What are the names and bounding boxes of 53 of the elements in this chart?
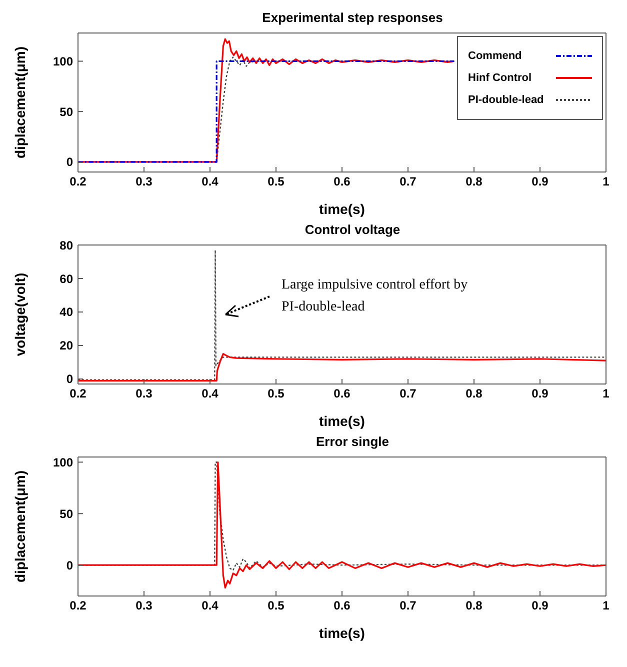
x-tick-label: 0.4	[202, 174, 219, 189]
legend-label: PI-double-lead	[468, 94, 545, 106]
y-axis-title: voltage(volt)	[12, 272, 28, 356]
x-axis-title: time(s)	[319, 201, 365, 217]
y-axis-title: diplacement(μm)	[12, 46, 28, 159]
x-tick-label: 0.3	[136, 598, 153, 613]
x-tick-label: 0.4	[202, 598, 219, 613]
x-tick-label: 0.8	[466, 386, 483, 401]
x-tick-label: 0.3	[136, 386, 153, 401]
y-tick-label: 0	[66, 155, 74, 170]
x-tick-label: 0.4	[202, 386, 219, 401]
x-tick-label: 0.2	[70, 598, 87, 613]
chart-title: Experimental step responses	[262, 10, 443, 25]
y-tick-label: 80	[60, 238, 74, 252]
y-tick-label: 0	[66, 558, 74, 572]
chart-title: Error single	[316, 434, 389, 449]
x-tick-label: 0.3	[136, 174, 153, 189]
x-tick-label: 0.7	[400, 598, 417, 613]
x-tick-label: 0.6	[334, 174, 351, 189]
line-series	[78, 249, 606, 380]
y-tick-label: 0	[66, 372, 74, 386]
x-tick-label: 0.6	[334, 386, 351, 401]
y-tick-label: 50	[60, 104, 74, 119]
x-tick-label: 0.9	[532, 386, 549, 401]
line-series	[78, 353, 606, 382]
y-tick-label: 40	[60, 305, 74, 320]
legend-label: Hinf Control	[468, 72, 533, 84]
x-tick-label: 0.5	[268, 386, 285, 401]
x-tick-label: 0.7	[400, 386, 417, 401]
x-tick-label: 1	[602, 174, 610, 189]
x-tick-label: 0.7	[400, 174, 417, 189]
x-tick-label: 0.2	[70, 174, 87, 189]
y-tick-label: 20	[60, 338, 74, 353]
x-tick-label: 0.5	[268, 598, 285, 613]
x-tick-label: 1	[602, 386, 610, 401]
y-axis-title: diplacement(μm)	[12, 470, 28, 583]
x-tick-label: 1	[602, 598, 610, 613]
y-tick-label: 100	[52, 54, 74, 68]
y-tick-label: 50	[60, 506, 74, 521]
x-tick-label: 0.9	[532, 598, 549, 613]
chart-title: Control voltage	[304, 222, 400, 237]
x-tick-label: 0.2	[70, 386, 87, 401]
x-tick-label: 0.6	[334, 598, 351, 613]
x-tick-label: 0.8	[466, 598, 483, 613]
x-tick-label: 0.8	[466, 174, 483, 189]
x-tick-label: 0.9	[532, 174, 549, 189]
series-label: Commend	[468, 50, 523, 62]
x-axis-title: time(s)	[319, 413, 365, 429]
y-tick-label: 100	[52, 455, 74, 470]
y-tick-label: 60	[60, 272, 74, 286]
annotation: Large impulsive control effort by PI-double-lead	[282, 278, 468, 314]
x-tick-label: 0.5	[268, 174, 285, 189]
x-axis-title: time(s)	[319, 625, 365, 641]
